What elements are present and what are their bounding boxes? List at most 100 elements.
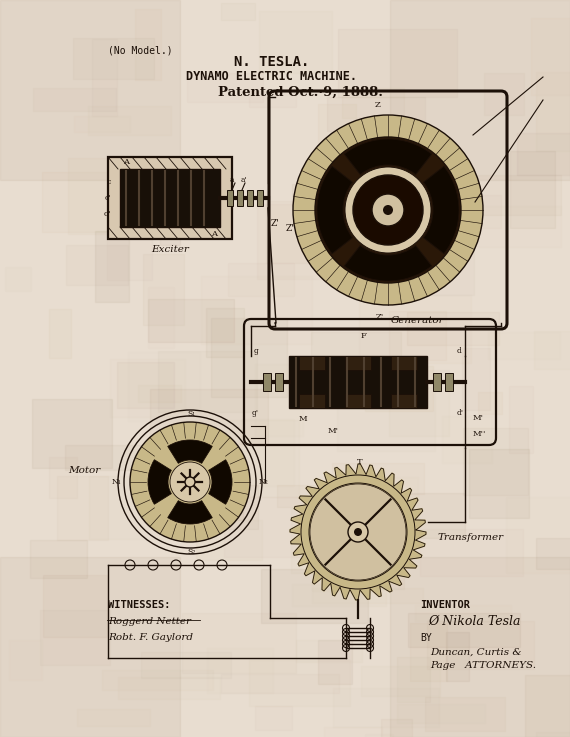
- Text: Z': Z': [271, 218, 279, 228]
- Circle shape: [354, 528, 362, 536]
- Bar: [353, 195, 418, 266]
- Bar: [158, 351, 257, 412]
- Bar: [462, 348, 490, 410]
- Text: Motor: Motor: [68, 466, 100, 475]
- Bar: [64, 445, 184, 469]
- Circle shape: [130, 422, 250, 542]
- Bar: [108, 157, 232, 239]
- Text: Z': Z': [376, 313, 384, 321]
- Bar: [255, 706, 292, 730]
- Bar: [390, 0, 570, 180]
- Bar: [478, 393, 502, 413]
- Text: WITNESSES:: WITNESSES:: [108, 600, 170, 610]
- Bar: [255, 363, 303, 436]
- Bar: [92, 39, 117, 116]
- Circle shape: [293, 115, 483, 305]
- Bar: [391, 356, 417, 370]
- Circle shape: [310, 484, 406, 580]
- Wedge shape: [148, 460, 172, 504]
- Bar: [390, 557, 570, 737]
- Bar: [425, 697, 505, 731]
- Text: Transformer: Transformer: [438, 533, 504, 542]
- Bar: [221, 674, 339, 693]
- Wedge shape: [317, 167, 352, 254]
- Circle shape: [383, 205, 393, 215]
- Circle shape: [170, 462, 210, 502]
- Text: T: T: [357, 458, 363, 466]
- Bar: [445, 373, 453, 391]
- Bar: [509, 386, 533, 453]
- Bar: [50, 458, 77, 498]
- Circle shape: [348, 522, 368, 542]
- Bar: [141, 652, 231, 678]
- Text: Page   ATTORNEYS.: Page ATTORNEYS.: [430, 662, 536, 671]
- Bar: [292, 184, 350, 206]
- Bar: [50, 309, 71, 358]
- Bar: [332, 463, 424, 494]
- Text: M'': M'': [473, 430, 486, 438]
- Bar: [356, 510, 419, 537]
- Bar: [433, 373, 441, 391]
- Bar: [389, 311, 446, 360]
- Bar: [42, 172, 142, 232]
- Text: N₂: N₂: [259, 478, 268, 486]
- Circle shape: [353, 175, 423, 245]
- Bar: [135, 9, 161, 80]
- Bar: [160, 182, 180, 245]
- Text: INVENTOR: INVENTOR: [420, 600, 470, 610]
- Text: g: g: [254, 347, 259, 355]
- Bar: [40, 610, 110, 666]
- Bar: [410, 623, 447, 681]
- Bar: [266, 200, 344, 263]
- Text: a: a: [230, 176, 234, 184]
- Bar: [150, 388, 268, 444]
- Bar: [249, 660, 350, 706]
- Text: Roggerd Netter: Roggerd Netter: [108, 616, 191, 626]
- Bar: [289, 356, 427, 408]
- Bar: [291, 508, 368, 573]
- Text: d: d: [457, 347, 462, 355]
- Bar: [299, 394, 325, 408]
- Bar: [120, 169, 220, 227]
- Bar: [427, 621, 534, 669]
- Text: F: F: [360, 332, 366, 340]
- Text: M': M': [328, 427, 339, 435]
- Text: Z: Z: [375, 101, 381, 109]
- Bar: [148, 287, 174, 349]
- Bar: [43, 575, 107, 637]
- Bar: [117, 362, 174, 408]
- Bar: [56, 476, 108, 540]
- Bar: [475, 175, 561, 214]
- Wedge shape: [168, 440, 212, 464]
- Bar: [415, 605, 511, 621]
- Bar: [144, 254, 184, 325]
- Bar: [201, 276, 312, 344]
- Text: (No Model.): (No Model.): [108, 45, 173, 55]
- Bar: [257, 190, 263, 206]
- Bar: [257, 203, 327, 279]
- Bar: [510, 150, 555, 228]
- Bar: [345, 394, 371, 408]
- Bar: [397, 657, 430, 702]
- Bar: [312, 588, 424, 603]
- Bar: [275, 373, 283, 391]
- Bar: [227, 263, 294, 296]
- Bar: [107, 227, 152, 281]
- Bar: [0, 557, 180, 737]
- Bar: [469, 449, 529, 518]
- Bar: [361, 666, 441, 696]
- Text: BY: BY: [420, 633, 431, 643]
- Bar: [262, 568, 368, 624]
- Bar: [259, 11, 332, 73]
- Bar: [445, 206, 560, 247]
- Text: S₁: S₁: [188, 410, 196, 418]
- Bar: [531, 18, 570, 95]
- Bar: [292, 584, 386, 607]
- Bar: [365, 366, 433, 411]
- Circle shape: [185, 477, 195, 487]
- Bar: [339, 29, 457, 97]
- Text: d': d': [457, 409, 464, 417]
- Bar: [381, 719, 412, 737]
- Bar: [506, 497, 570, 573]
- Bar: [359, 295, 471, 363]
